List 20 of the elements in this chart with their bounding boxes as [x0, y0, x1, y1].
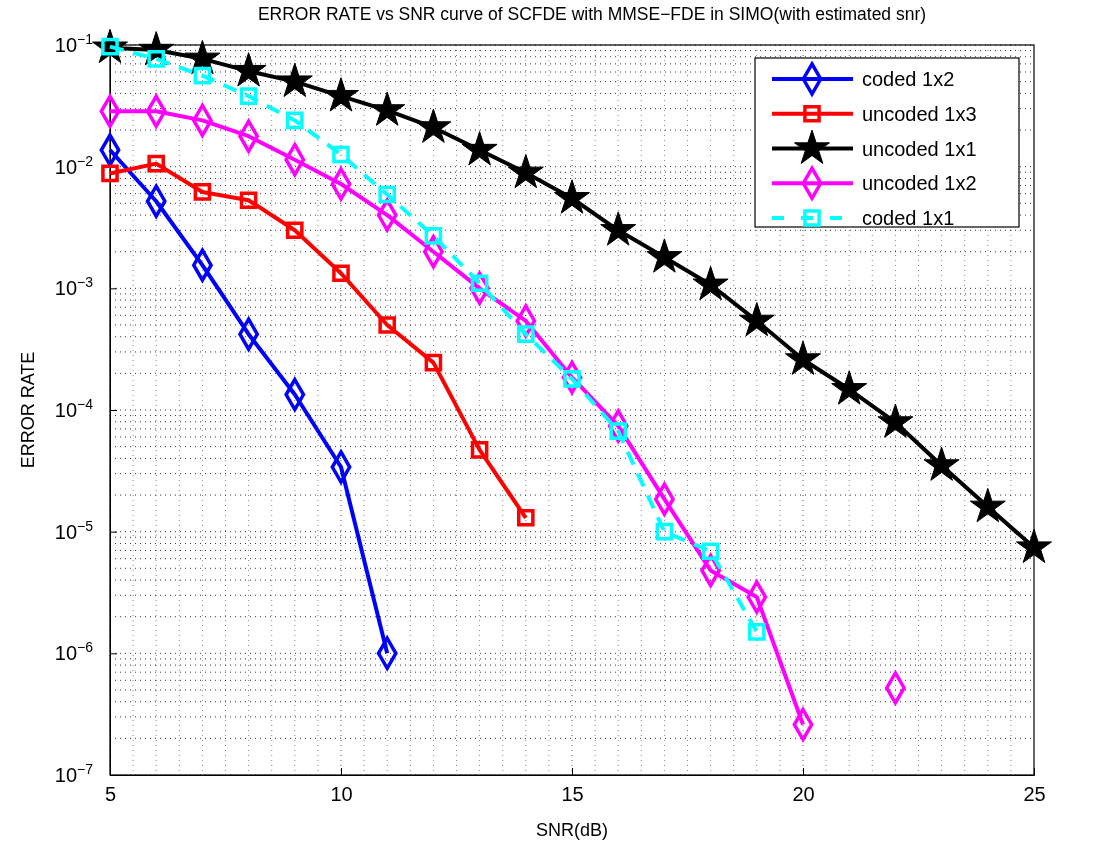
x-axis-title: SNR(dB): [535, 820, 609, 840]
x-tick-label: 15: [561, 783, 584, 806]
y-tick-label: 10$^{−4}$: [54, 395, 94, 421]
x-tick-label: 20: [792, 783, 815, 806]
legend-label: coded 1x1: [862, 207, 955, 229]
x-tick-label: 5: [104, 783, 117, 806]
y-tick-label: 10$^{−6}$: [54, 639, 94, 665]
y-tick-label: 10$^{−5}$: [54, 517, 94, 543]
y-tick-label: 10$^{−1}$: [54, 30, 94, 56]
y-tick-label: 10$^{−7}$: [54, 760, 94, 786]
legend-label: uncoded 1x1: [862, 137, 977, 160]
legend-label: coded 1x2: [862, 68, 955, 90]
x-tick-label: 25: [1023, 783, 1046, 806]
y-tick-label: 10$^{−2}$: [54, 152, 94, 178]
x-tick-label: 10: [330, 783, 353, 806]
y-axis-title: ERROR RATE: [18, 351, 38, 469]
legend-label: uncoded 1x3: [862, 102, 977, 125]
y-tick-label: 10$^{−3}$: [54, 274, 94, 300]
chart-title: ERROR RATE vs SNR curve of SCFDE with MMSE−FDE in SIMO(with estimated snr): [257, 4, 927, 24]
legend-label: uncoded 1x2: [862, 172, 977, 195]
